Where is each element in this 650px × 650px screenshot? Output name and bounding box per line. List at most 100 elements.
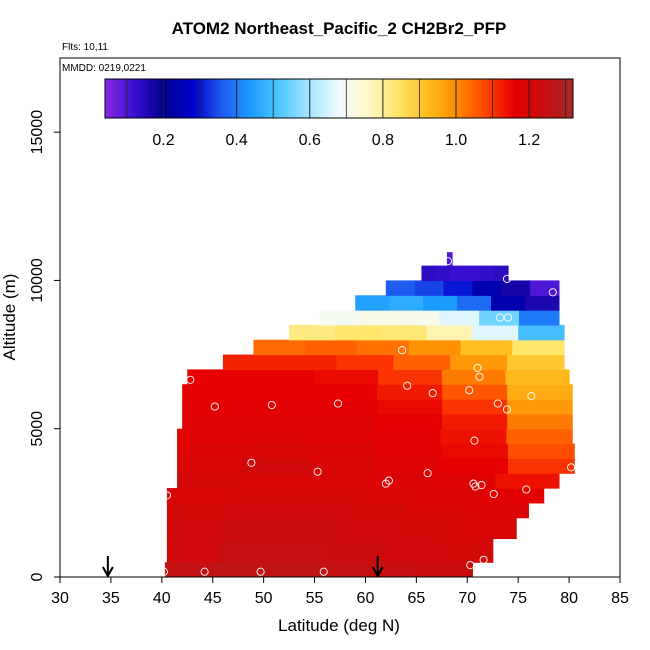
- colorbar-swatch: [374, 79, 377, 118]
- colorbar-swatch: [409, 79, 412, 118]
- field-cell: [441, 443, 509, 459]
- colorbar-swatch: [202, 79, 205, 118]
- colorbar-swatch: [403, 79, 406, 118]
- field-cell: [399, 517, 459, 540]
- colorbar-swatch: [399, 79, 402, 118]
- colorbar-swatch: [108, 79, 112, 118]
- colorbar-swatch: [368, 79, 371, 118]
- colorbar-swatch: [434, 79, 437, 118]
- colorbar-swatch: [124, 79, 127, 118]
- colorbar-swatch: [405, 79, 408, 118]
- colorbar-swatch: [487, 79, 490, 118]
- field-cell: [341, 517, 401, 540]
- colorbar-swatch: [498, 79, 502, 118]
- colorbar: [104, 78, 574, 119]
- colorbar-swatch: [389, 79, 393, 118]
- field-cell: [457, 295, 492, 311]
- plot-frame: [59, 57, 621, 578]
- y-tick-label: 10000: [29, 258, 46, 303]
- colorbar-swatch: [420, 79, 424, 118]
- colorbar-swatch: [173, 79, 176, 118]
- field-cell: [166, 517, 226, 540]
- colorbar-swatch: [239, 79, 242, 118]
- colorbar-swatch: [301, 79, 305, 118]
- colorbar-swatch: [247, 79, 250, 118]
- colorbar-swatch: [479, 79, 482, 118]
- colorbar-swatch: [214, 79, 217, 118]
- colorbar-swatch: [296, 79, 299, 118]
- field-cell: [468, 502, 529, 519]
- colorbar-swatch: [340, 79, 344, 118]
- field-cell: [524, 295, 560, 311]
- x-axis: 30 35 40 45 50 55 60 65 70 75 80 85: [51, 577, 629, 607]
- colorbar-swatch: [370, 79, 373, 118]
- field-cell: [460, 339, 513, 356]
- colorbar-swatch: [489, 79, 492, 118]
- colorbar-swatch: [477, 79, 480, 118]
- field-cell: [305, 339, 358, 356]
- field-cell: [449, 252, 451, 267]
- colorbar-swatch: [500, 79, 504, 118]
- colorbar-swatch: [253, 79, 256, 118]
- sample-point: [159, 567, 168, 576]
- sample-point: [403, 381, 412, 390]
- colorbar-swatch: [350, 79, 354, 118]
- colorbar-swatch: [352, 79, 356, 118]
- field-cell: [507, 384, 573, 400]
- colorbar-swatch: [366, 79, 369, 118]
- colorbar-swatch: [145, 79, 149, 118]
- field-cell: [334, 324, 382, 341]
- colorbar-swatch: [282, 79, 285, 118]
- colorbar-swatch: [192, 79, 196, 118]
- colorbar-swatch: [259, 79, 262, 118]
- field-cell: [464, 265, 480, 282]
- colorbar-swatch: [284, 79, 287, 118]
- colorbar-swatch: [251, 79, 254, 118]
- colorbar-swatch: [463, 79, 467, 118]
- field-cell: [247, 399, 313, 415]
- field-cell: [283, 517, 343, 540]
- colorbar-swatch: [567, 79, 570, 118]
- colorbar-swatch: [553, 79, 556, 118]
- chart-title: ATOM2 Northeast_Pacific_2 CH2Br2_PFP: [172, 19, 507, 38]
- field-cell: [222, 354, 281, 370]
- colorbar-tick-label: 1.0: [445, 132, 467, 149]
- colorbar-swatch: [179, 79, 182, 118]
- sample-point: [466, 561, 475, 570]
- field-cell: [375, 443, 443, 459]
- field-cell: [187, 369, 252, 385]
- colorbar-swatch: [510, 79, 514, 118]
- date-annotation: MMDD: 0219,0221: [62, 63, 146, 74]
- colorbar-swatch: [518, 79, 521, 118]
- field-cell: [312, 413, 378, 430]
- field-cell: [423, 295, 458, 311]
- y-axis-label: Altitude (m): [0, 274, 19, 361]
- sample-point: [398, 346, 407, 355]
- flights-annotation: Flts: 10,11: [62, 42, 108, 53]
- colorbar-swatch: [132, 79, 135, 118]
- sample-point: [319, 567, 328, 576]
- field-cell: [472, 324, 519, 341]
- colorbar-swatch: [436, 79, 439, 118]
- colorbar-swatch: [136, 79, 139, 118]
- field-cell: [472, 280, 502, 296]
- sample-point: [247, 458, 256, 467]
- colorbar-swatch: [385, 79, 389, 118]
- colorbar-swatch: [286, 79, 289, 118]
- colorbar-swatch: [461, 79, 465, 118]
- colorbar-swatch: [555, 79, 558, 118]
- arrow-head: [101, 566, 114, 579]
- colorbar-swatch: [292, 79, 295, 118]
- colorbar-swatch: [530, 79, 533, 118]
- colorbar-swatch: [327, 79, 330, 118]
- colorbar-swatch: [294, 79, 297, 118]
- colorbar-swatch: [444, 79, 447, 118]
- x-tick-label: 50: [255, 590, 273, 607]
- colorbar-swatch: [268, 79, 272, 118]
- colorbar-swatch: [233, 79, 237, 118]
- x-tick-label: 80: [560, 590, 578, 607]
- colorbar-swatch: [323, 79, 326, 118]
- field-cell: [377, 399, 443, 415]
- colorbar-swatch: [118, 79, 122, 118]
- field-cell: [375, 458, 443, 474]
